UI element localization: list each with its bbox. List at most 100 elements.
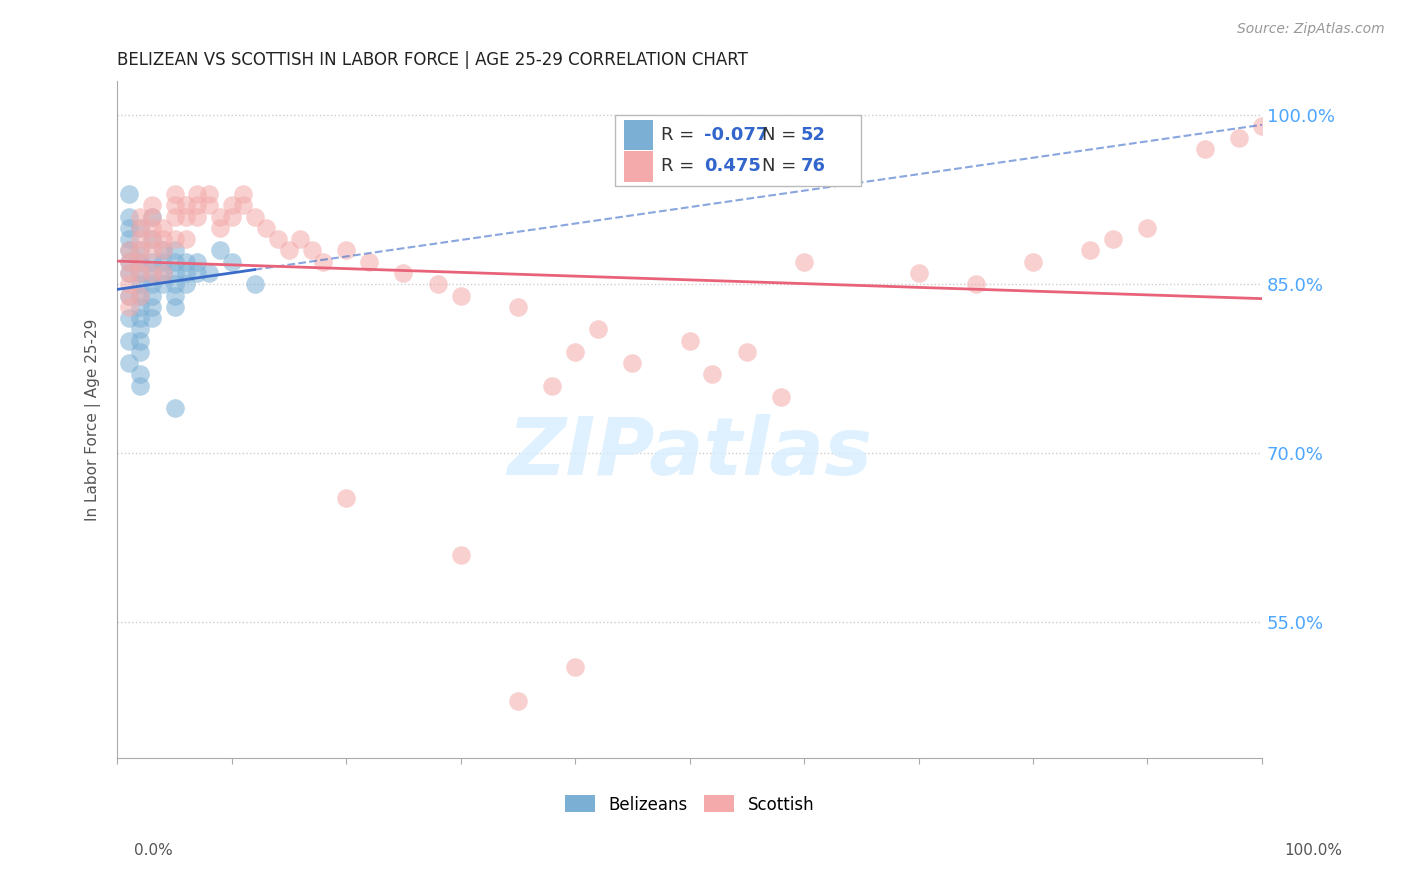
Point [152, 266, 174, 280]
Point [735, 344, 758, 359]
Point [243, 210, 266, 224]
Point [152, 220, 174, 235]
Point [129, 288, 152, 302]
Point [198, 266, 221, 280]
Text: 52: 52 [800, 126, 825, 144]
Point [118, 244, 141, 258]
Point [141, 210, 163, 224]
Point [254, 220, 277, 235]
Point [506, 694, 529, 708]
Point [586, 322, 609, 336]
Point [450, 548, 472, 562]
Point [152, 254, 174, 268]
Point [163, 266, 186, 280]
Point [232, 198, 254, 212]
Point [770, 390, 793, 404]
Point [621, 356, 644, 370]
Point [118, 288, 141, 302]
Point [141, 311, 163, 326]
Text: N =: N = [762, 126, 801, 144]
Point [186, 198, 208, 212]
FancyBboxPatch shape [624, 120, 652, 150]
Point [564, 660, 586, 674]
Point [1227, 130, 1250, 145]
Point [152, 232, 174, 246]
Point [335, 491, 357, 506]
Point [290, 232, 312, 246]
Point [186, 210, 208, 224]
Point [141, 266, 163, 280]
Point [118, 277, 141, 292]
Point [129, 220, 152, 235]
Point [335, 244, 357, 258]
Point [1136, 220, 1159, 235]
Point [141, 220, 163, 235]
Point [186, 254, 208, 268]
Point [129, 254, 152, 268]
Point [118, 244, 141, 258]
Point [141, 244, 163, 258]
Point [541, 378, 564, 392]
Point [118, 356, 141, 370]
Point [186, 266, 208, 280]
Point [163, 254, 186, 268]
Point [198, 198, 221, 212]
Point [163, 187, 186, 202]
Point [702, 368, 724, 382]
Point [152, 244, 174, 258]
Point [221, 254, 243, 268]
Point [209, 244, 232, 258]
Point [141, 254, 163, 268]
FancyBboxPatch shape [624, 151, 652, 181]
Text: R =: R = [661, 157, 700, 176]
Point [141, 300, 163, 314]
Point [118, 187, 141, 202]
Point [163, 232, 186, 246]
Point [426, 277, 449, 292]
Point [564, 344, 586, 359]
Point [793, 254, 815, 268]
Point [141, 232, 163, 246]
Point [141, 277, 163, 292]
Point [232, 187, 254, 202]
Point [152, 277, 174, 292]
Point [506, 300, 529, 314]
Point [1078, 244, 1101, 258]
Point [129, 378, 152, 392]
Point [392, 266, 415, 280]
Point [118, 334, 141, 348]
FancyBboxPatch shape [616, 115, 862, 186]
Point [118, 311, 141, 326]
Point [1251, 120, 1274, 134]
Text: 76: 76 [800, 157, 825, 176]
Point [118, 300, 141, 314]
Point [129, 232, 152, 246]
Point [129, 311, 152, 326]
Point [186, 187, 208, 202]
Point [221, 210, 243, 224]
Point [450, 288, 472, 302]
Point [243, 277, 266, 292]
Y-axis label: In Labor Force | Age 25-29: In Labor Force | Age 25-29 [86, 318, 101, 521]
Point [129, 210, 152, 224]
Point [152, 244, 174, 258]
Point [163, 198, 186, 212]
Point [141, 198, 163, 212]
Point [163, 210, 186, 224]
Point [163, 300, 186, 314]
Point [266, 232, 288, 246]
Point [129, 334, 152, 348]
Point [118, 210, 141, 224]
Point [678, 334, 700, 348]
Legend: Belizeans, Scottish: Belizeans, Scottish [565, 796, 814, 814]
Point [141, 288, 163, 302]
Point [152, 266, 174, 280]
Point [163, 244, 186, 258]
Point [118, 232, 141, 246]
Text: 100.0%: 100.0% [1285, 843, 1343, 858]
Point [359, 254, 381, 268]
Point [163, 288, 186, 302]
Point [118, 288, 141, 302]
Point [129, 244, 152, 258]
Point [301, 244, 323, 258]
